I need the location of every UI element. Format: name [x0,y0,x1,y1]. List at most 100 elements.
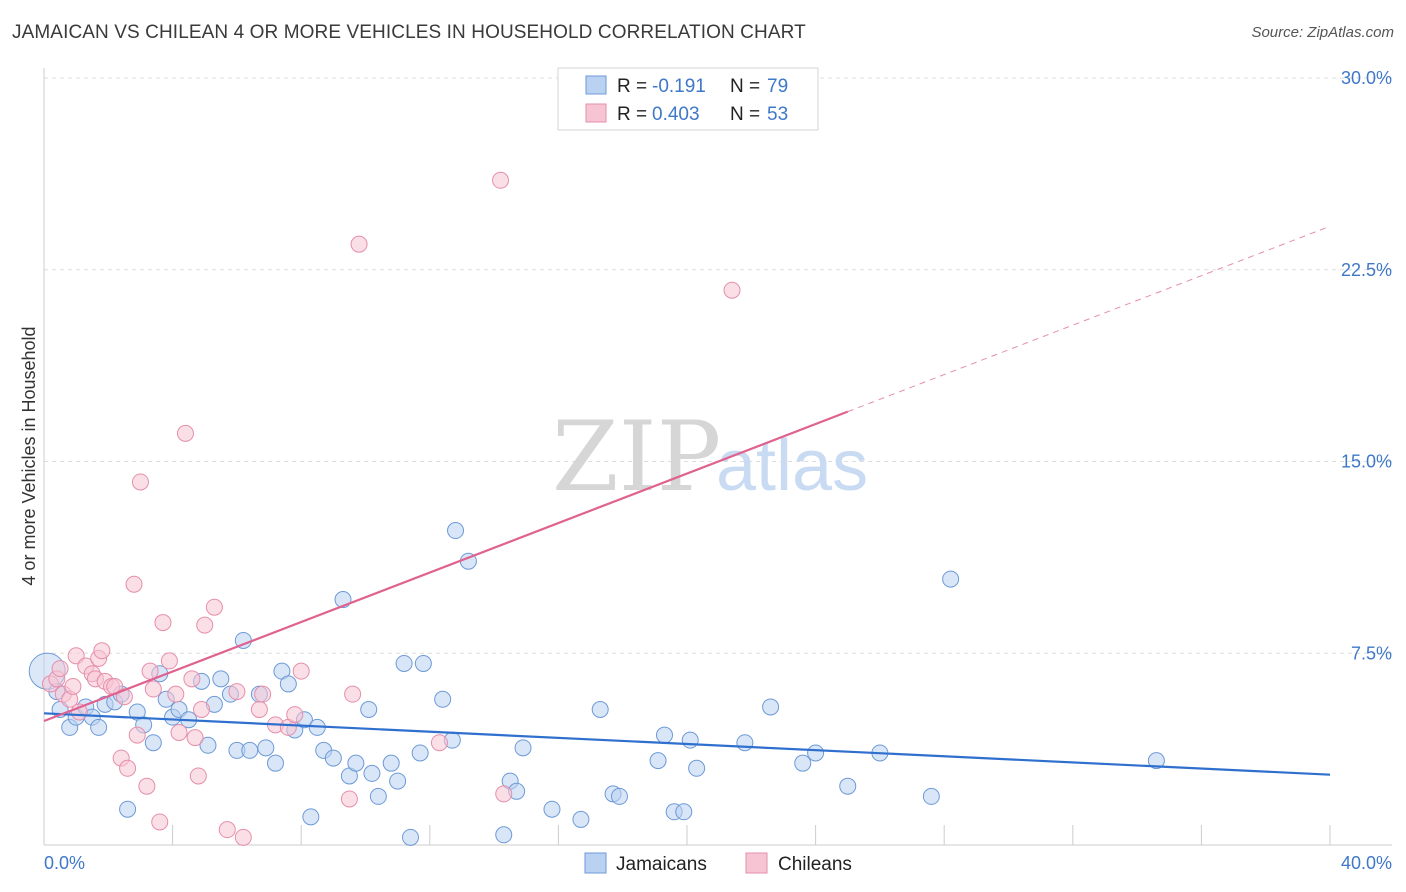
chileans-point-41 [254,685,272,703]
jamaicans-point-23 [212,670,230,688]
chileans-point-31 [183,670,201,688]
chileans-point-20 [128,726,146,744]
legend-r-label-1: R = [617,76,647,97]
jamaicans-point-50 [414,654,432,672]
legend-swatch-chileans [585,103,607,123]
jamaicans-point-76 [922,787,940,805]
jamaicans-point-70 [736,734,754,752]
jamaicans-point-30 [266,754,284,772]
y-tick-label-1: 15.0% [1341,452,1392,472]
chileans-trend-line [43,410,849,723]
series-legend-swatch-jamaicans [584,852,607,874]
chileans-point-33 [189,767,207,785]
chileans-point-51 [495,785,513,803]
y-tick-label-3: 30.0% [1341,68,1392,88]
jamaicans-point-68 [681,731,699,749]
series-legend-swatch-chileans [745,852,768,874]
jamaicans-point-61 [591,700,609,718]
y-tick-labels: 7.5% 15.0% 22.5% 30.0% [1341,68,1392,663]
series-legend-label-jamaicans: Jamaicans [616,854,707,875]
chileans-point-50 [492,171,510,189]
series-legend: Jamaicans Chileans [584,852,852,875]
chileans-point-26 [154,614,172,632]
jamaicans-point-77 [942,570,960,588]
chileans-point-22 [138,777,156,795]
series-legend-label-chileans: Chileans [778,854,852,875]
chileans-point-24 [144,680,162,698]
jamaicans-point-71 [762,698,780,716]
jamaicans-point-67 [675,803,693,821]
jamaicans-point-72 [794,754,812,772]
jamaicans-points [28,522,1165,846]
jamaicans-point-74 [839,777,857,795]
chileans-point-18 [119,759,137,777]
jamaicans-point-73 [807,744,825,762]
chileans-point-37 [218,821,236,839]
jamaicans-point-45 [382,754,400,772]
jamaicans-point-11 [119,800,137,818]
jamaicans-point-60 [572,810,590,828]
legend-n-value-1: 79 [767,76,788,97]
y-axis-label: 4 or more Vehicles in Household [19,326,39,585]
legend-r-value-2: 0.403 [652,104,700,125]
legend-r-value-1: -0.191 [652,76,706,97]
chileans-point-25 [151,813,169,831]
jamaicans-point-64 [649,752,667,770]
chart-title: JAMAICAN VS CHILEAN 4 OR MORE VEHICLES I… [12,22,806,43]
chileans-point-36 [205,598,223,616]
jamaicans-point-55 [495,826,513,844]
chileans-point-30 [176,424,194,442]
jamaicans-point-51 [434,690,452,708]
chileans-point-47 [344,685,362,703]
watermark-zip: ZIP [552,401,721,513]
jamaicans-point-65 [655,726,673,744]
chileans-point-38 [228,683,246,701]
jamaicans-point-53 [447,522,465,540]
jamaicans-point-59 [543,800,561,818]
chileans-point-35 [196,616,214,634]
x-tick-label-min: 0.0% [44,853,85,873]
chileans-point-27 [160,652,178,670]
chileans-point-12 [93,642,111,660]
chileans-point-39 [234,828,252,846]
jamaicans-point-46 [389,772,407,790]
chileans-points [41,171,741,846]
watermark: ZIP atlas [552,401,868,513]
chileans-point-23 [141,662,159,680]
grid-lines [44,77,1392,654]
chileans-point-45 [292,662,310,680]
legend-r-label-2: R = [617,104,647,125]
x-tick-label-max: 40.0% [1341,853,1392,873]
jamaicans-point-44 [369,787,387,805]
legend-swatch-jamaicans [585,75,607,95]
legend-n-label-1: N = [730,76,760,97]
jamaicans-point-49 [411,744,429,762]
chileans-point-34 [193,700,211,718]
axes [43,68,1392,846]
chileans-point-49 [430,734,448,752]
jamaicans-point-29 [257,739,275,757]
trend-lines [43,225,1331,776]
jamaicans-point-43 [363,764,381,782]
chileans-point-5 [64,677,82,695]
jamaicans-point-63 [610,787,628,805]
jamaicans-point-48 [402,828,420,846]
jamaicans-point-47 [395,654,413,672]
jamaicans-point-21 [199,736,217,754]
jamaicans-point-41 [347,754,365,772]
chileans-point-28 [167,685,185,703]
jamaicans-point-27 [241,741,259,759]
chileans-point-19 [125,575,143,593]
source-credit: Source: ZipAtlas.com [1251,24,1394,41]
chileans-trend-extension [847,225,1331,413]
watermark-atlas: atlas [716,426,868,506]
jamaicans-point-7 [90,718,108,736]
chileans-point-44 [286,706,304,724]
chileans-point-2 [51,660,69,678]
chileans-point-32 [186,729,204,747]
jamaicans-point-32 [279,675,297,693]
legend-n-value-2: 53 [767,104,788,125]
chileans-point-40 [250,700,268,718]
jamaicans-point-14 [144,734,162,752]
